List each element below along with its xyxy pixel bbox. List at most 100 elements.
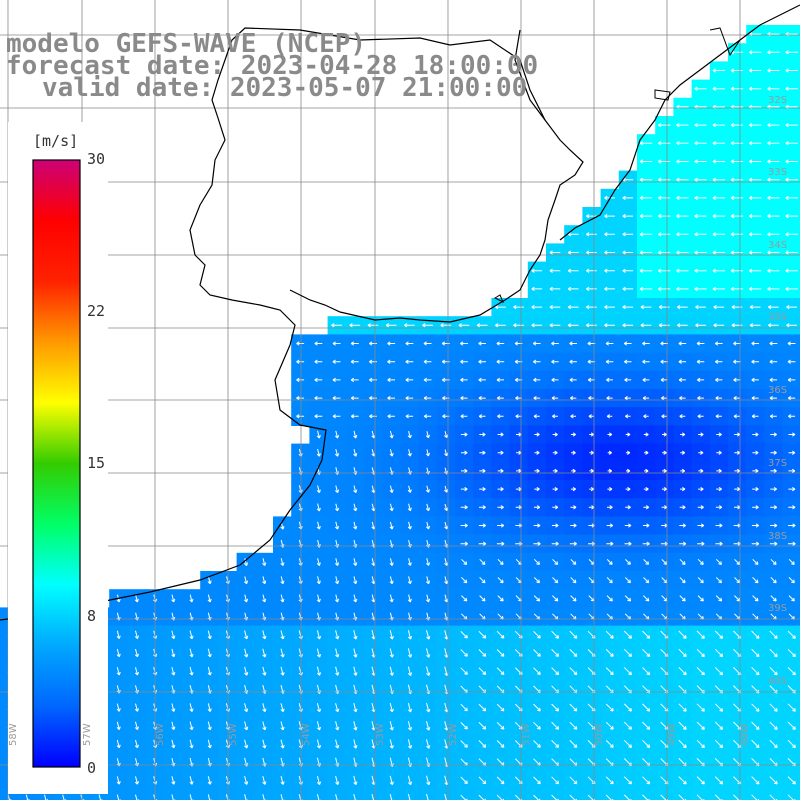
wind-arrow [712,86,725,91]
wind-arrow [171,703,176,712]
wind-arrow [658,268,671,273]
wind-arrow [533,776,541,785]
wind-arrow [134,721,139,730]
wind-arrow [697,577,704,584]
wind-arrow [694,195,707,201]
wind-arrow [712,177,725,182]
wind-arrow [604,286,615,292]
wind-arrow [770,486,777,492]
wind-arrow [624,595,632,602]
wind-arrow [570,595,577,602]
wind-arrow [695,323,706,328]
wind-arrow [461,595,468,602]
wind-arrow [715,595,723,602]
wind-arrow [407,739,413,749]
wind-arrow [444,503,449,511]
wind-arrow [425,449,430,457]
wind-arrow [353,521,358,530]
wind-arrow [697,414,704,419]
wind-arrow [262,594,267,603]
wind-arrow [460,341,468,346]
wind-arrow [296,395,305,401]
wind-arrow [769,414,777,419]
wind-arrow [349,323,361,328]
wind-arrow [785,86,798,91]
wind-arrow [569,630,578,639]
wind-arrow [769,359,778,364]
wind-arrow [788,541,796,546]
wind-cell [673,789,693,800]
wind-arrow [658,213,671,219]
wind-arrow [389,576,394,585]
wind-cell [309,789,329,800]
wind-arrow [533,541,541,546]
wind-arrow [171,721,176,731]
wind-arrow [171,594,176,603]
wind-arrow [588,414,595,419]
wind-arrow [570,523,577,528]
wind-arrow [497,558,504,565]
wind-arrow [752,450,759,455]
wind-arrow [244,721,249,731]
wind-arrow [334,448,340,457]
wind-arrow [407,521,412,530]
wind-arrow [712,68,725,73]
wind-arrow [787,739,796,749]
wind-arrow [767,68,780,73]
wind-arrow [751,541,760,546]
wind-arrow [694,286,707,292]
wind-arrow [551,721,560,730]
wind-arrow [749,323,761,328]
wind-arrow [623,667,632,676]
wind-arrow [624,577,631,584]
wind-arrow [733,359,741,364]
wind-arrow [280,739,285,749]
wind-arrow [569,667,578,676]
colorbar-tick-22: 22 [87,302,106,320]
wind-arrow [207,648,212,658]
wind-speed-field [0,25,800,800]
wind-arrow [733,395,741,401]
wind-arrow [387,341,396,346]
wind-arrow [770,432,777,437]
wind-arrow [639,250,653,255]
wind-arrow [460,359,468,364]
wind-arrow [678,377,686,383]
wind-arrow [751,667,760,676]
wind-arrow [478,667,487,675]
wind-arrow [623,630,632,639]
wind-arrow [316,576,321,585]
wind-arrow [697,505,704,510]
wind-arrow [332,341,341,346]
wind-arrow [552,450,558,455]
wind-arrow [353,648,358,658]
wind-arrow [676,177,689,182]
wind-arrow [698,432,704,437]
wind-arrow [607,468,613,474]
wind-arrow [679,558,686,565]
wind-arrow [624,541,632,546]
wind-arrow [751,630,760,639]
wind-arrow [426,721,431,731]
wind-arrow [639,141,653,146]
wind-arrow [533,721,541,730]
wind-arrow [697,377,705,383]
wind-arrow [605,776,614,785]
wind-cell [400,789,420,800]
wind-arrow [749,213,762,219]
wind-arrow [134,630,139,639]
wind-arrow [495,323,506,328]
wind-arrow [769,377,778,383]
wind-arrow [731,323,743,328]
wind-arrow [425,521,431,530]
wind-arrow [639,195,653,201]
wind-arrow [335,648,340,658]
wind-arrow [661,486,667,492]
wind-arrow [207,794,212,800]
wind-arrow [677,323,688,328]
wind-arrow [785,122,798,128]
wind-arrow [624,377,632,383]
wind-arrow [605,649,614,657]
wind-arrow [478,649,487,657]
wind-arrow [751,648,760,658]
